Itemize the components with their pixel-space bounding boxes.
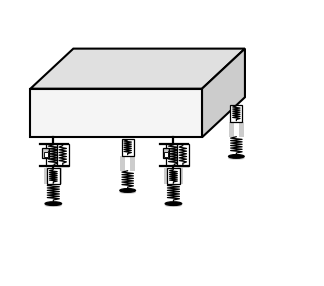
Bar bbox=[57, 168, 63, 184]
Ellipse shape bbox=[165, 204, 182, 207]
Bar bbox=[164, 152, 168, 157]
Ellipse shape bbox=[165, 202, 182, 205]
Ellipse shape bbox=[45, 202, 62, 205]
Bar bbox=[230, 105, 242, 122]
Ellipse shape bbox=[45, 204, 62, 207]
Bar bbox=[130, 156, 135, 171]
Polygon shape bbox=[30, 49, 245, 89]
Bar bbox=[177, 144, 189, 166]
Bar bbox=[164, 168, 170, 184]
Ellipse shape bbox=[228, 157, 245, 160]
Bar bbox=[44, 152, 48, 157]
Bar bbox=[42, 148, 49, 158]
Bar bbox=[177, 168, 183, 184]
Bar bbox=[239, 122, 244, 137]
Polygon shape bbox=[30, 89, 202, 137]
Bar bbox=[163, 148, 169, 158]
Bar bbox=[47, 168, 60, 184]
Bar bbox=[167, 168, 180, 184]
Bar bbox=[122, 139, 134, 156]
Bar bbox=[120, 156, 125, 171]
Polygon shape bbox=[202, 49, 245, 137]
Bar bbox=[57, 144, 69, 166]
Bar bbox=[229, 122, 234, 137]
Ellipse shape bbox=[120, 191, 136, 194]
Ellipse shape bbox=[120, 189, 135, 192]
Ellipse shape bbox=[228, 154, 244, 158]
Bar bbox=[44, 168, 50, 184]
